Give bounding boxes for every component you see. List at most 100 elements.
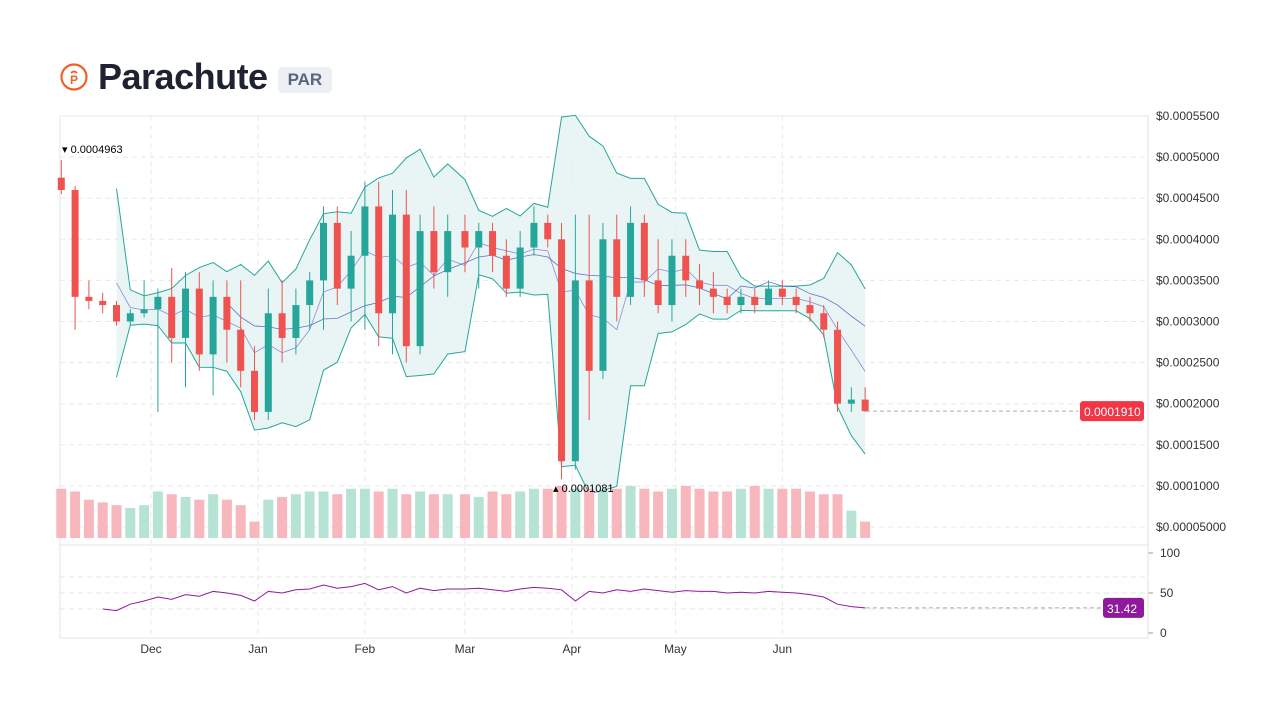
volume-bar xyxy=(763,488,774,538)
volume-bar xyxy=(542,488,553,538)
rsi-line xyxy=(102,582,866,612)
volume-bar xyxy=(570,488,581,538)
candle-body xyxy=(416,231,424,347)
volume-bar xyxy=(473,496,484,538)
candle-body xyxy=(347,255,355,289)
volume-bar xyxy=(846,510,857,538)
candle-body xyxy=(71,189,79,297)
candle-body xyxy=(375,206,383,314)
month-tick-label: Feb xyxy=(355,642,376,656)
price-tick-label: $0.0003500 xyxy=(1156,273,1220,287)
candle-body xyxy=(223,296,231,330)
candle-body xyxy=(834,329,842,404)
bollinger-upper-line xyxy=(116,114,866,297)
rsi-value-tag xyxy=(1103,597,1144,618)
month-tick-label: Jun xyxy=(773,642,792,656)
volume-bar xyxy=(304,491,315,538)
last-price-tag xyxy=(1080,401,1144,422)
candle-body xyxy=(640,222,648,281)
moving-average-long xyxy=(226,254,866,330)
volume-bar xyxy=(735,488,746,538)
volume-bar xyxy=(515,491,526,538)
volume-bar xyxy=(70,491,81,538)
candle-body xyxy=(475,231,483,248)
candle-body xyxy=(599,239,607,371)
candle-body xyxy=(654,280,662,306)
max-price-marker: ▾ 0.0004963 xyxy=(62,144,123,156)
price-tick-label: $0.0005500 xyxy=(1156,109,1220,123)
volume-bar xyxy=(277,496,288,538)
volume-bar xyxy=(166,494,177,538)
volume-bar xyxy=(597,491,608,538)
rsi-tick-label: 100 xyxy=(1160,546,1180,560)
candle-body xyxy=(154,296,162,310)
rsi-value-label: 31.42 xyxy=(1107,602,1137,616)
volume-bar xyxy=(611,488,622,538)
price-tick-label: $0.0004000 xyxy=(1156,232,1220,246)
price-tick-label: $0.0004500 xyxy=(1156,191,1220,205)
volume-bar xyxy=(556,486,567,538)
volume-bar xyxy=(501,494,512,538)
candle-body xyxy=(209,296,217,355)
volume-bar xyxy=(208,494,219,538)
volume-bar xyxy=(152,491,163,538)
candle-body xyxy=(585,280,593,371)
volume-bar xyxy=(653,491,664,538)
candle-body xyxy=(126,313,134,322)
coin-symbol-badge: PAR xyxy=(277,67,333,93)
volume-bar xyxy=(235,505,246,538)
volume-bar xyxy=(694,488,705,538)
volume-bar xyxy=(749,486,760,538)
candle-body xyxy=(737,296,745,306)
candle-body xyxy=(544,222,552,240)
volume-bar xyxy=(818,494,829,538)
volume-bar xyxy=(680,486,691,538)
candle-body xyxy=(627,222,635,297)
candle-body xyxy=(140,309,148,314)
month-tick-label: May xyxy=(664,642,687,656)
candle-body xyxy=(668,255,676,306)
candle-body xyxy=(806,305,814,314)
volume-bar xyxy=(180,496,191,538)
candle-body xyxy=(320,222,327,281)
volume-bar xyxy=(290,494,301,538)
candle-body xyxy=(444,231,452,273)
candle-body xyxy=(251,370,258,412)
price-tick-label: $0.0002000 xyxy=(1156,397,1220,411)
coin-name: Parachute xyxy=(98,56,268,97)
month-tick-label: Mar xyxy=(455,642,476,656)
candle-body xyxy=(847,399,855,404)
volume-bar xyxy=(791,488,802,538)
month-tick-label: Apr xyxy=(563,642,582,656)
candle-body xyxy=(168,296,176,338)
min-price-marker: ▴ 0.0001081 xyxy=(553,483,614,495)
bollinger-band-fill xyxy=(116,115,866,494)
candle-body xyxy=(85,296,93,301)
volume-bar xyxy=(777,488,788,538)
candle-body xyxy=(430,231,438,273)
volume-bar xyxy=(442,494,453,538)
price-tick-label: $0.0001000 xyxy=(1156,479,1220,493)
candle-body xyxy=(461,231,469,248)
candle-body xyxy=(530,222,538,248)
volume-bar xyxy=(832,494,843,538)
candle-body xyxy=(306,280,314,306)
candle-body xyxy=(696,280,704,289)
candle-body xyxy=(558,239,566,462)
volume-bar xyxy=(708,491,719,538)
volume-bar xyxy=(97,502,108,538)
candle-body xyxy=(516,247,524,289)
candle-body xyxy=(709,288,717,297)
last-price-label: 0.0001910 xyxy=(1084,405,1141,419)
volume-bar xyxy=(387,488,398,538)
candle-body xyxy=(402,214,410,347)
volume-bar xyxy=(194,499,205,538)
candle-body xyxy=(57,177,65,190)
volume-bar xyxy=(401,494,412,538)
candle-body xyxy=(489,231,497,256)
volume-bar xyxy=(249,521,260,538)
candle-body xyxy=(792,296,800,306)
candle-body xyxy=(278,313,286,338)
price-tick-label: $0.0003000 xyxy=(1156,315,1220,329)
